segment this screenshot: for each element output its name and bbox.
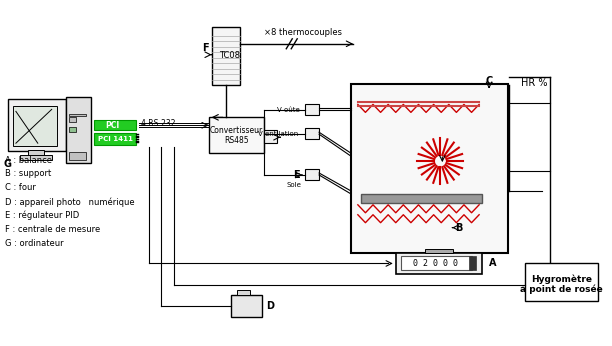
Polygon shape bbox=[431, 150, 449, 172]
Bar bbox=[94, 133, 136, 145]
Text: PCI: PCI bbox=[105, 121, 119, 130]
Bar bbox=[136, 142, 139, 143]
Text: G: G bbox=[4, 159, 12, 169]
Bar bbox=[136, 136, 139, 137]
Bar bbox=[351, 83, 508, 253]
Bar bbox=[525, 263, 599, 301]
Text: Convertisseur
RS485: Convertisseur RS485 bbox=[210, 126, 263, 145]
Text: Hygromètre: Hygromètre bbox=[531, 275, 592, 284]
Bar bbox=[305, 169, 319, 180]
Bar bbox=[94, 120, 136, 130]
Circle shape bbox=[239, 298, 255, 314]
Bar bbox=[237, 290, 250, 295]
Text: à point de rosée: à point de rosée bbox=[520, 284, 603, 294]
Text: D : appareil photo   numérique: D : appareil photo numérique bbox=[5, 197, 135, 207]
Text: F: F bbox=[202, 43, 209, 53]
Text: E: E bbox=[294, 170, 300, 180]
Text: E : régulateur PID: E : régulateur PID bbox=[5, 211, 79, 220]
Text: A : balance: A : balance bbox=[5, 156, 52, 165]
Text: A: A bbox=[489, 258, 496, 268]
Text: C : four: C : four bbox=[5, 183, 36, 192]
Bar bbox=[425, 248, 453, 253]
Bar bbox=[136, 134, 139, 135]
Text: B : support: B : support bbox=[5, 170, 51, 179]
Bar bbox=[469, 256, 476, 271]
Bar bbox=[264, 130, 277, 143]
Bar bbox=[361, 194, 482, 203]
Text: PCI 1411: PCI 1411 bbox=[99, 136, 133, 142]
Text: TC08: TC08 bbox=[218, 51, 240, 60]
Bar bbox=[13, 107, 57, 146]
Text: G : ordinateur: G : ordinateur bbox=[5, 239, 64, 248]
Bar bbox=[69, 117, 75, 122]
Bar bbox=[209, 117, 264, 153]
Bar bbox=[231, 295, 263, 317]
Text: F : centrale de mesure: F : centrale de mesure bbox=[5, 225, 100, 234]
Bar bbox=[69, 127, 75, 132]
Bar bbox=[136, 140, 139, 142]
Text: V entilation: V entilation bbox=[258, 131, 298, 137]
Text: B: B bbox=[455, 223, 463, 233]
Bar bbox=[136, 139, 139, 140]
Bar bbox=[69, 114, 86, 116]
Bar bbox=[212, 27, 239, 84]
Bar bbox=[20, 155, 51, 160]
Bar bbox=[401, 256, 472, 271]
Bar bbox=[136, 137, 139, 138]
Bar bbox=[305, 104, 319, 115]
Text: HR %: HR % bbox=[521, 78, 547, 88]
Bar bbox=[8, 99, 65, 151]
Text: D: D bbox=[266, 301, 274, 311]
Bar bbox=[28, 150, 43, 156]
Text: Sole: Sole bbox=[286, 182, 301, 188]
Text: ×8 thermocouples: ×8 thermocouples bbox=[264, 28, 342, 37]
Text: C: C bbox=[485, 75, 493, 85]
Circle shape bbox=[242, 301, 252, 311]
Bar bbox=[69, 152, 86, 160]
Text: 4 RS-232: 4 RS-232 bbox=[141, 119, 176, 128]
Bar bbox=[305, 128, 319, 139]
Bar bbox=[65, 98, 91, 163]
Text: V oûte: V oûte bbox=[277, 107, 300, 113]
Bar bbox=[395, 253, 482, 274]
Text: 0 2 0 0 0: 0 2 0 0 0 bbox=[413, 259, 458, 268]
